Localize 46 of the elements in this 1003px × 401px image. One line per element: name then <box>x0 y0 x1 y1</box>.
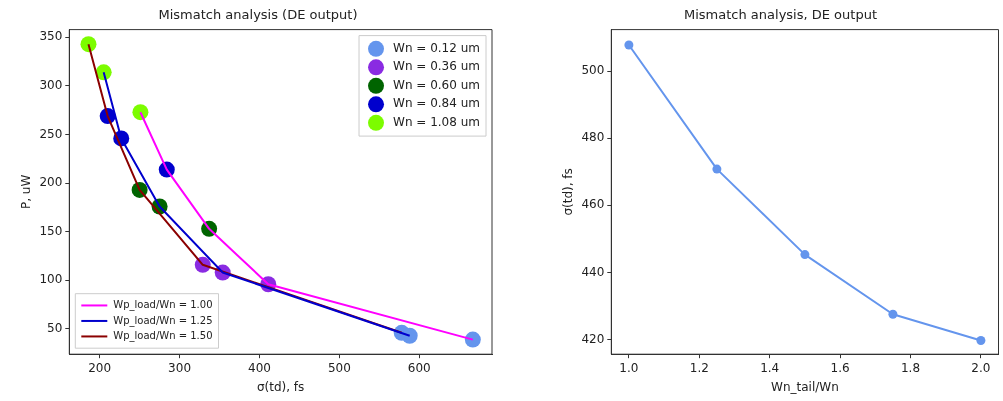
x-tick-label: 2.0 <box>971 360 991 375</box>
point <box>464 331 481 348</box>
point <box>800 250 810 260</box>
y-tick-label: 420 <box>581 331 605 346</box>
y-tick-label: 100 <box>39 272 63 287</box>
y-tick-label: 200 <box>39 175 63 190</box>
y-tick-label: 350 <box>39 29 63 44</box>
legend-label: Wp_load/Wn = 1.25 <box>113 314 213 327</box>
x-tick-label: 200 <box>88 360 112 375</box>
x-tick-label: 500 <box>327 360 351 375</box>
y-tick-label: 50 <box>47 321 63 336</box>
point <box>712 164 722 174</box>
y-axis-title: P, uW <box>19 174 34 210</box>
x-axis-title: σ(td), fs <box>256 379 305 394</box>
point <box>888 309 898 319</box>
x-tick-label: 600 <box>407 360 431 375</box>
legend-label: Wp_load/Wn = 1.50 <box>113 330 213 343</box>
point <box>80 36 97 53</box>
point <box>401 327 418 344</box>
legend-label: Wn = 0.60 um <box>393 77 480 92</box>
legend-label: Wn = 1.08 um <box>393 114 480 129</box>
x-axis-title: Wn_tail/Wn <box>771 379 839 394</box>
x-tick-label: 400 <box>248 360 271 375</box>
x-tick-label: 1.6 <box>830 360 850 375</box>
legend-label: Wn = 0.84 um <box>393 96 480 111</box>
y-tick-label: 300 <box>39 78 63 93</box>
y-tick-label: 480 <box>581 130 605 145</box>
x-tick-label: 1.0 <box>619 360 639 375</box>
x-tick-label: 300 <box>168 360 192 375</box>
legend-label: Wp_load/Wn = 1.00 <box>113 299 213 312</box>
point <box>976 335 986 345</box>
y-tick-label: 440 <box>581 264 605 279</box>
legend-label: Wn = 0.12 um <box>393 40 480 55</box>
y-tick-label: 500 <box>581 63 605 78</box>
chart-title: Mismatch analysis (DE output) <box>158 7 358 23</box>
legend-label: Wn = 0.36 um <box>393 59 480 74</box>
y-tick-label: 250 <box>39 126 63 141</box>
x-tick-label: 1.2 <box>689 360 709 375</box>
chart-title: Mismatch analysis, DE output <box>684 7 877 23</box>
y-axis-title: σ(td), fs <box>561 168 576 216</box>
x-tick-label: 1.8 <box>900 360 921 375</box>
x-tick-label: 1.4 <box>760 360 780 375</box>
y-tick-label: 150 <box>39 223 63 238</box>
y-tick-label: 460 <box>581 197 605 212</box>
point <box>624 40 634 50</box>
point <box>132 104 149 121</box>
